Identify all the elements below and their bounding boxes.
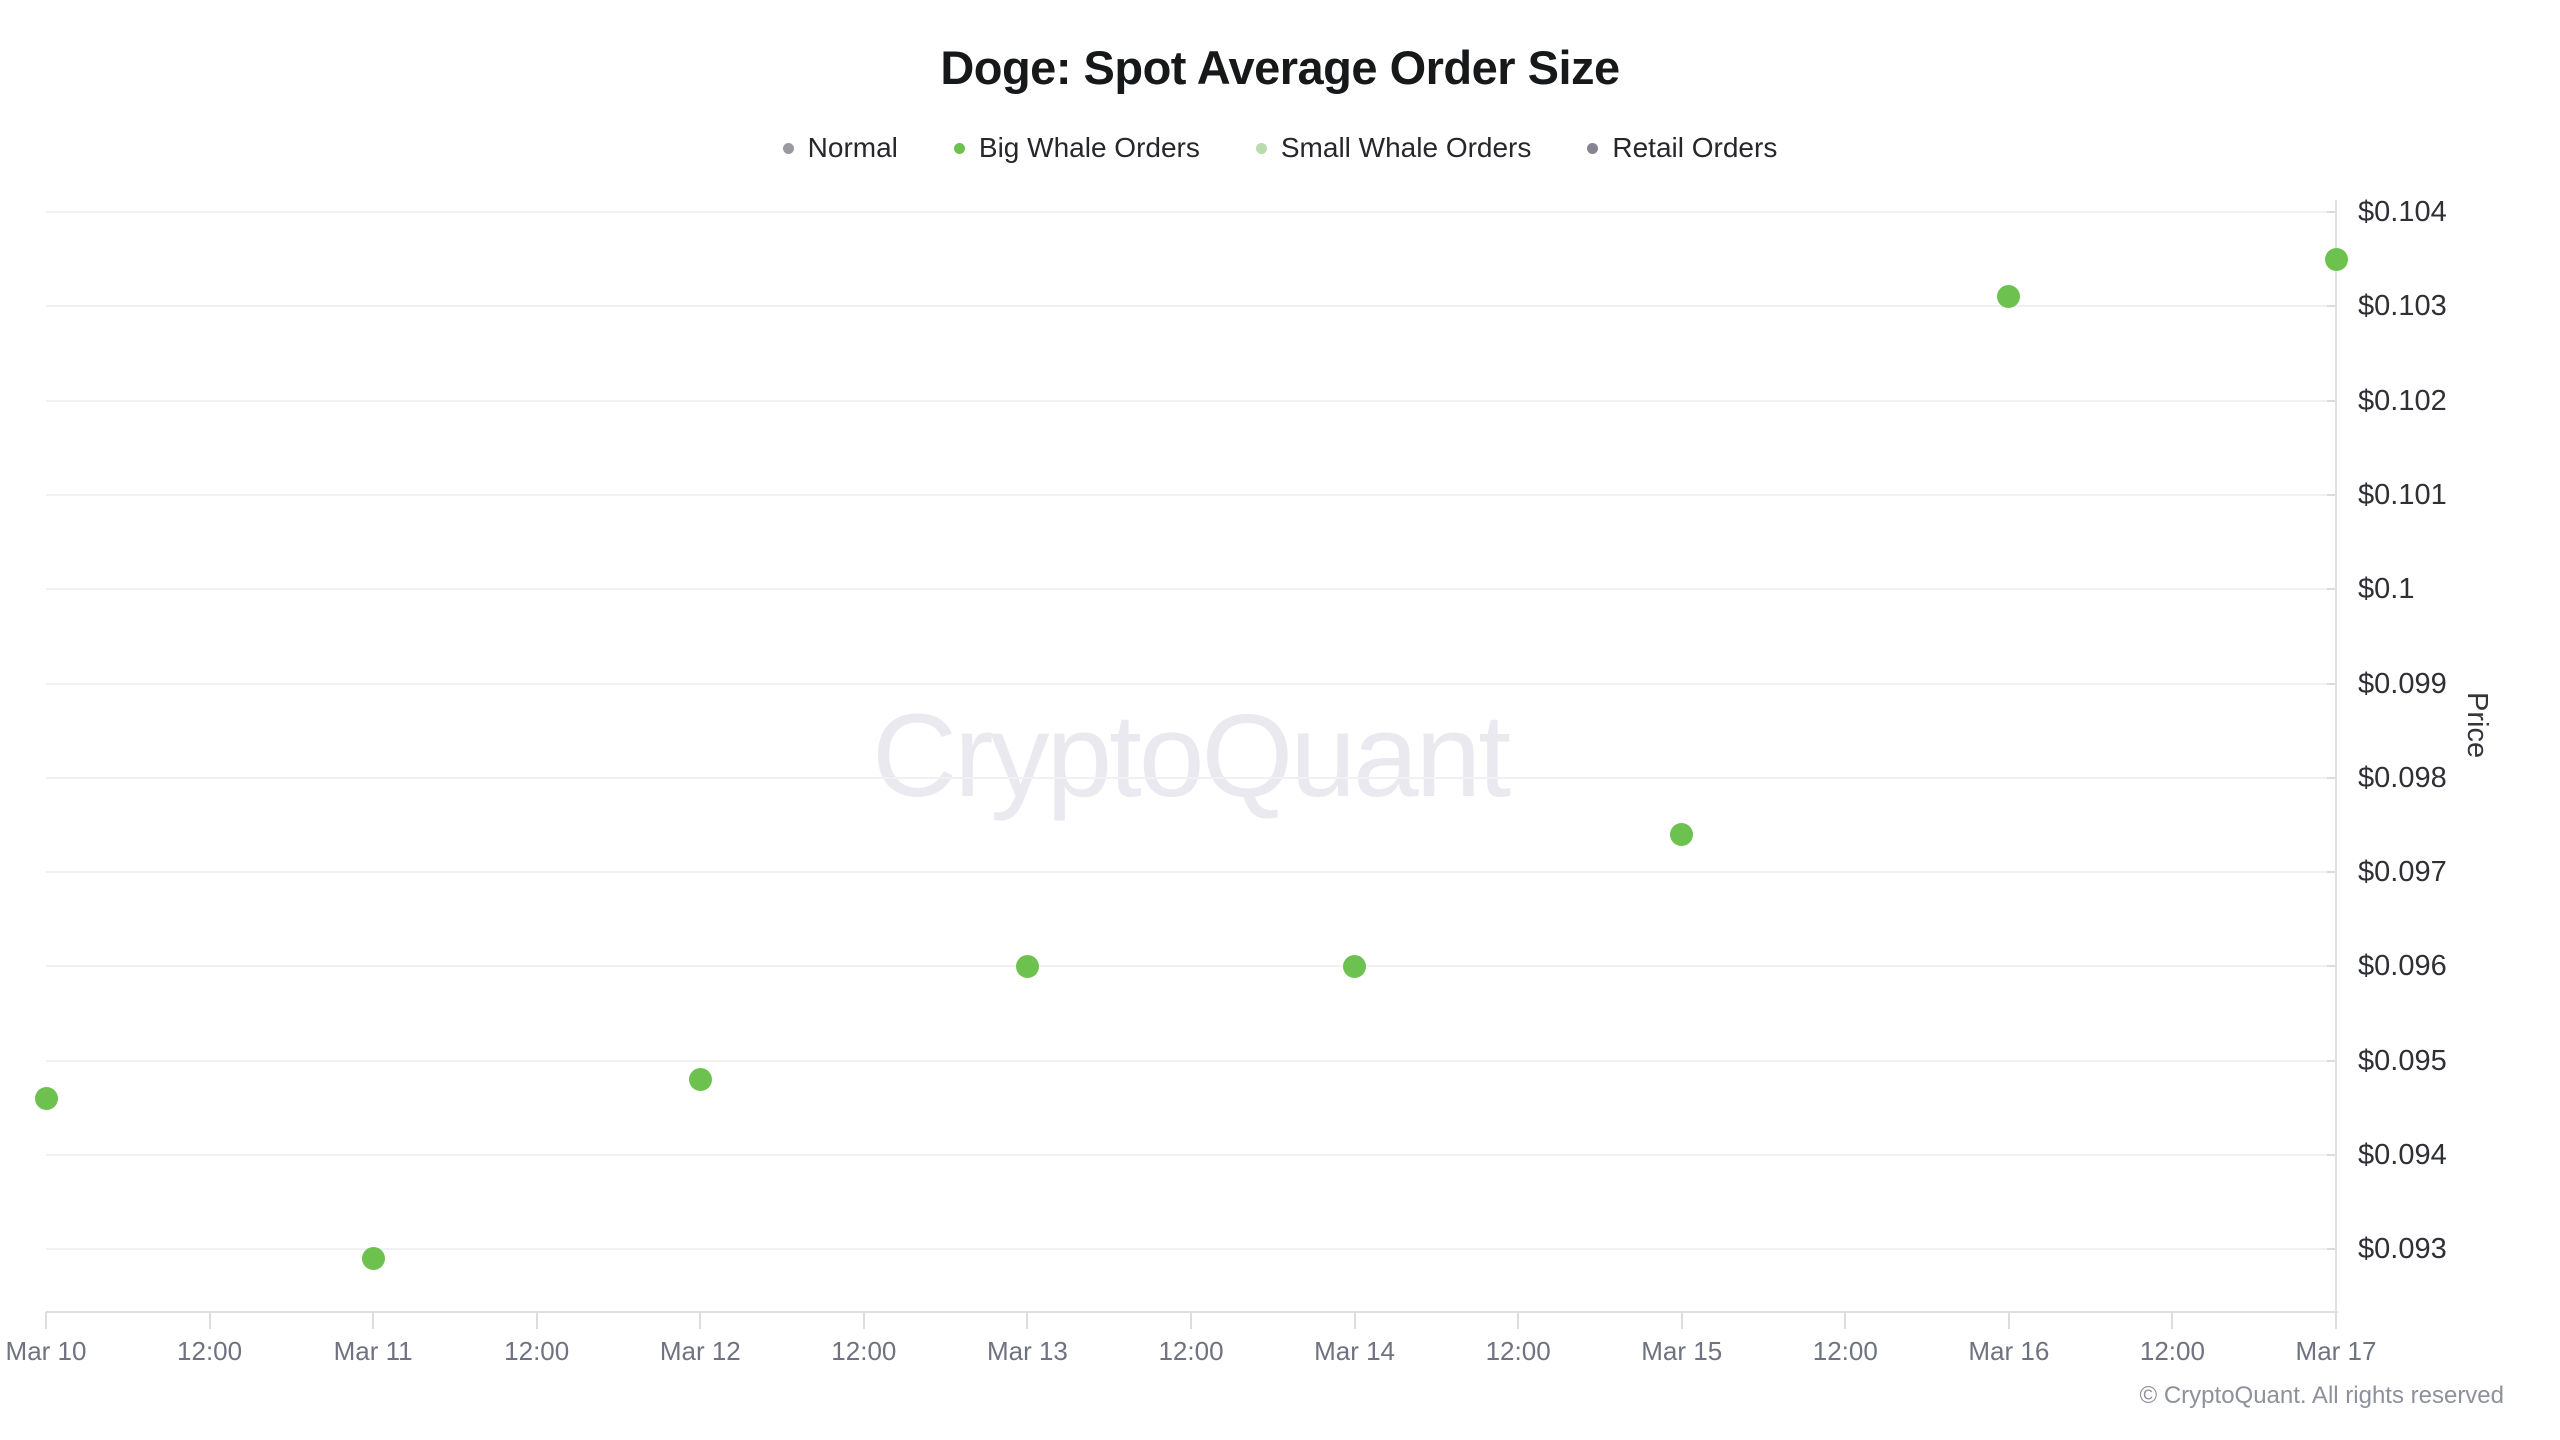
x-axis-line	[46, 1311, 2338, 1313]
y-axis-tick-label: $0.097	[2358, 856, 2447, 889]
legend-item-normal[interactable]: Normal	[782, 132, 898, 163]
legend: Normal Big Whale Orders Small Whale Orders…	[0, 130, 2560, 166]
x-axis-tick-label: Mar 10	[5, 1336, 87, 1366]
x-axis-tick-label: 12:00	[2139, 1336, 2205, 1366]
y-axis-tick-label: $0.093	[2358, 1233, 2447, 1266]
data-point-mar-11[interactable]	[361, 1247, 385, 1271]
legend-dot-icon	[1587, 142, 1599, 154]
y-axis-tick-label: $0.099	[2358, 667, 2447, 700]
data-point-mar-13[interactable]	[1015, 954, 1039, 978]
y-axis-tick	[2327, 493, 2336, 496]
y-axis-tick-label: $0.095	[2358, 1044, 2447, 1077]
x-axis-tick-label: Mar 15	[1641, 1336, 1723, 1366]
y-axis-title: Price	[2461, 692, 2493, 759]
y-axis-tick	[2327, 211, 2336, 213]
x-axis-tick-label: Mar 14	[1314, 1336, 1396, 1366]
gridline	[46, 588, 2336, 591]
y-axis-tick	[2327, 1154, 2336, 1156]
x-axis-tick	[45, 1312, 47, 1329]
data-point-mar-16[interactable]	[1997, 285, 2021, 309]
y-axis-tick	[2327, 305, 2336, 308]
gridline	[46, 305, 2336, 308]
x-axis-tick	[2007, 1312, 2010, 1329]
gridline	[46, 1154, 2336, 1156]
gridline	[46, 493, 2336, 496]
data-point-mar-17[interactable]	[2324, 247, 2348, 271]
gridline	[46, 776, 2336, 779]
x-axis-tick-label: 12:00	[504, 1336, 570, 1366]
x-axis-tick-label: Mar 11	[333, 1336, 413, 1366]
x-axis-tick	[372, 1312, 375, 1329]
y-axis-tick-label: $0.101	[2358, 478, 2447, 511]
y-axis-tick	[2327, 399, 2336, 402]
legend-item-retail-orders[interactable]: Retail Orders	[1587, 134, 1777, 162]
gridline	[46, 965, 2336, 968]
data-point-mar-10[interactable]	[34, 1086, 58, 1110]
y-axis-tick	[2327, 965, 2336, 968]
legend-item-small-whale-orders[interactable]: Small Whale Orders	[1255, 132, 1532, 163]
y-axis-tick	[2327, 1059, 2336, 1062]
legend-dot-icon	[782, 142, 794, 154]
x-axis-tick-label: 12:00	[1485, 1336, 1551, 1366]
y-axis-tick	[2327, 682, 2336, 685]
x-axis-tick-label: Mar 17	[2295, 1336, 2377, 1366]
cryptoquant-watermark: CryptoQuant	[872, 690, 1511, 822]
legend-item-big-whale-orders[interactable]: Big Whale Orders	[953, 132, 1200, 163]
x-axis-tick	[2335, 1312, 2337, 1329]
x-axis-tick	[1680, 1312, 1683, 1329]
x-axis-tick	[1190, 1312, 1192, 1329]
y-axis-tick	[2327, 871, 2336, 874]
x-axis-tick-label: 12:00	[1812, 1336, 1878, 1366]
legend-label: Small Whale Orders	[1280, 132, 1532, 163]
y-axis-line	[2335, 200, 2337, 1312]
x-axis-tick	[1026, 1312, 1029, 1329]
x-axis-tick-label: 12:00	[177, 1336, 243, 1366]
data-point-mar-14[interactable]	[1343, 954, 1367, 978]
chart-title: Doge: Spot Average Order Size	[940, 41, 1620, 94]
legend-dot-icon	[1255, 142, 1267, 154]
x-axis-tick	[1353, 1312, 1356, 1329]
y-axis-tick	[2327, 776, 2336, 779]
data-point-mar-15[interactable]	[1670, 822, 1694, 846]
gridline	[46, 871, 2336, 874]
y-axis-tick-label: $0.096	[2358, 950, 2447, 983]
x-axis-tick-label: Mar 13	[986, 1336, 1068, 1366]
x-axis-tick-label: Mar 16	[1968, 1336, 2050, 1366]
x-axis-tick-label: Mar 12	[659, 1336, 741, 1366]
copyright-text: © CryptoQuant. All rights reserved	[2139, 1382, 2505, 1409]
legend-label: Big Whale Orders	[978, 132, 1200, 163]
y-axis-tick	[2327, 588, 2336, 591]
gridline	[46, 1059, 2336, 1062]
y-axis-tick-label: $0.102	[2358, 384, 2447, 417]
y-axis-tick-label: $0.1	[2358, 573, 2415, 606]
x-axis-tick	[862, 1312, 865, 1329]
x-axis-tick	[1517, 1312, 1520, 1329]
y-axis-tick-label: $0.098	[2358, 761, 2447, 794]
gridline	[46, 399, 2336, 402]
y-axis-tick	[2327, 1248, 2336, 1251]
x-axis-tick	[699, 1312, 702, 1329]
gridline	[46, 211, 2336, 213]
y-axis-tick-label: $0.103	[2358, 290, 2447, 323]
x-axis-tick	[208, 1312, 211, 1329]
x-axis-tick-label: 12:00	[1158, 1336, 1224, 1366]
y-axis-tick-label: $0.094	[2358, 1139, 2447, 1171]
gridline	[46, 1248, 2336, 1251]
y-axis-tick-label: $0.104	[2358, 196, 2447, 228]
legend-dot-icon	[953, 142, 965, 154]
legend-label: Normal	[807, 132, 898, 163]
x-axis-tick	[535, 1312, 538, 1329]
x-axis-tick	[1844, 1312, 1847, 1329]
gridline	[46, 682, 2336, 685]
x-axis-tick	[2171, 1312, 2174, 1329]
legend-label: Retail Orders	[1612, 132, 1778, 163]
data-point-mar-12[interactable]	[688, 1068, 712, 1092]
x-axis-tick-label: 12:00	[831, 1336, 897, 1366]
